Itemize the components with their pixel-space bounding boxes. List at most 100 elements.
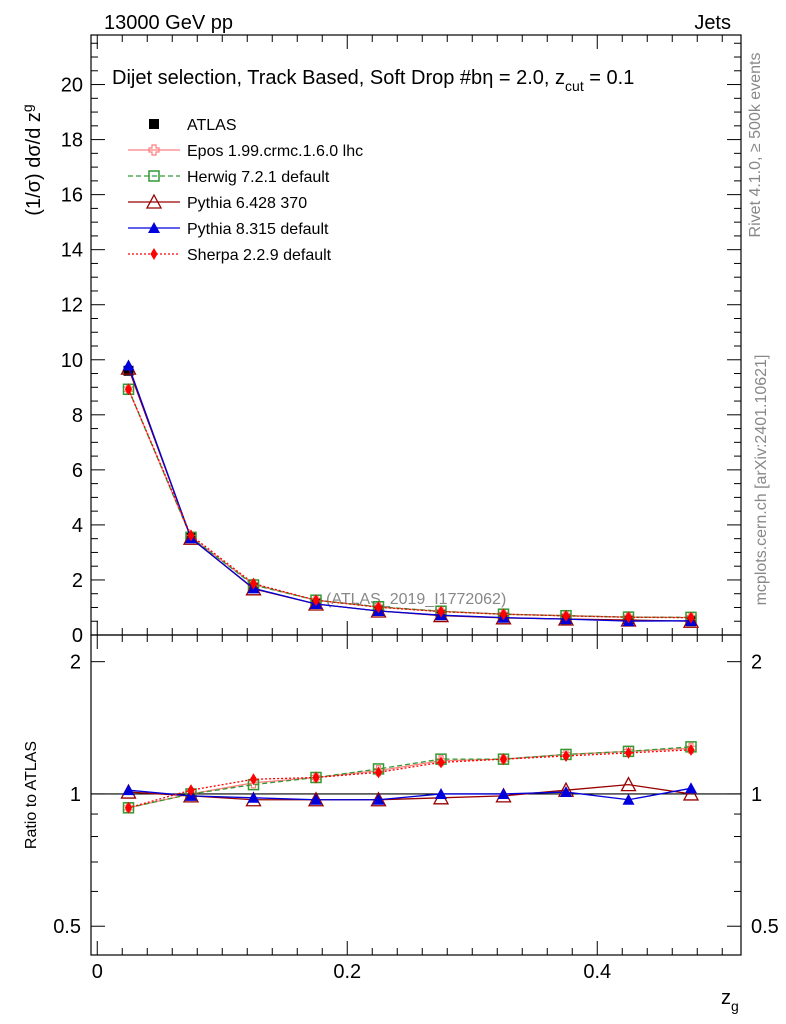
jets-label: Jets <box>694 12 731 34</box>
series-point-pythia-2 <box>245 580 262 596</box>
plot-title-sub: cut <box>565 78 584 94</box>
series-line-sherpa-4 <box>127 389 692 619</box>
y-tick-label: 18 <box>61 130 83 152</box>
ratio-tick-label: 1 <box>70 784 81 806</box>
ratio-y-label: Ratio to ATLAS <box>23 741 40 849</box>
ratio-point-sherpa-4 <box>499 753 508 766</box>
ratio-line-pythia-3 <box>128 787 692 801</box>
series-point-pythia-2 <box>182 529 200 545</box>
ratio-point-sherpa-4 <box>187 784 195 797</box>
main-series-group <box>120 359 700 628</box>
legend-marker-2 <box>145 193 163 209</box>
series-point-sherpa-4 <box>374 601 383 614</box>
ratio-point-sherpa-4 <box>562 749 570 762</box>
series-line-pythia-3 <box>127 365 692 622</box>
ratio-point-pythia-3 <box>497 787 510 799</box>
ratio-y-label-text: Ratio to ATLAS <box>23 741 40 849</box>
y-axis-label: (1/σ) dσ/d zg <box>19 104 45 215</box>
x-axis-label-sub: g <box>731 998 739 1014</box>
rivet-label: Rivet 4.1.0, ≥ 500k events <box>747 53 764 238</box>
legend-marker-3 <box>148 222 160 233</box>
ratio-point-sherpa-4 <box>687 743 695 756</box>
legend: ATLAS Epos 1.99.crmc.1.6.0 lhc Herwig 7.2.… <box>128 117 363 264</box>
legend-label-atlas: ATLAS <box>187 117 237 134</box>
ratio-series-group <box>120 741 700 814</box>
series-point-sherpa-4 <box>562 609 570 622</box>
mcplots-label: mcplots.cern.ch [arXiv:2401.10621] <box>753 355 770 606</box>
ratio-point-sherpa-4 <box>374 766 383 779</box>
plot-title-main: Dijet selection, Track Based, Soft Drop … <box>112 67 482 89</box>
plot-title-eta: η = 2.0, z <box>482 67 565 89</box>
series-point-sherpa-4 <box>124 383 133 396</box>
ratio-point-sherpa-4 <box>437 756 445 769</box>
legend-label-0: Epos 1.99.crmc.1.6.0 lhc <box>187 143 363 160</box>
series-line-epos-0 <box>127 389 692 619</box>
legend-marker-1 <box>148 170 160 182</box>
legend-marker-4 <box>150 248 158 260</box>
plot-title-end: = 0.1 <box>584 67 635 89</box>
ratio-point-pythia-3 <box>310 793 322 805</box>
plot-title: Dijet selection, Track Based, Soft Drop … <box>112 67 634 94</box>
series-point-sherpa-4 <box>249 577 258 590</box>
atlas-data-point <box>123 365 134 376</box>
y-tick-label: 14 <box>61 240 83 262</box>
y-tick-label: 10 <box>61 350 83 372</box>
ratio-point-sherpa-4 <box>249 773 258 786</box>
y-tick-label: 8 <box>72 405 83 427</box>
y-tick-label: 16 <box>61 185 83 207</box>
legend-marker-atlas <box>149 119 159 129</box>
ratio-tick-label-right: 2 <box>751 652 762 674</box>
ratio-point-pythia-3 <box>247 791 260 803</box>
plot-area <box>120 359 700 814</box>
series-point-sherpa-4 <box>312 594 320 607</box>
ratio-line-pythia-2 <box>128 783 692 801</box>
ratio-point-pythia-3 <box>622 793 635 805</box>
analysis-label: (ATLAS_2019_I1772062) <box>326 591 506 608</box>
y-axis-label-main: (1/σ) dσ/d z <box>23 112 45 216</box>
series-point-sherpa-4 <box>624 611 633 624</box>
ratio-tick-label-right: 1 <box>751 784 762 806</box>
ratio-plot-frame <box>90 634 742 956</box>
y-tick-label: 0 <box>72 625 83 647</box>
x-axis-label-main: z <box>721 987 731 1009</box>
legend-label-3: Pythia 8.315 default <box>187 221 329 238</box>
series-line-pythia-2 <box>127 367 692 622</box>
mcplots-label-text: mcplots.cern.ch [arXiv:2401.10621] <box>753 355 770 606</box>
series-line-herwig-1 <box>127 389 692 619</box>
svg-text:(1/σ) dσ/d zg: (1/σ) dσ/d zg <box>19 104 45 215</box>
x-tick-label: 0.4 <box>583 961 611 983</box>
y-tick-label: 6 <box>72 460 83 482</box>
ratio-point-pythia-3 <box>685 782 697 794</box>
series-point-pythia-3 <box>122 359 135 371</box>
x-tick-label: 0.2 <box>333 961 361 983</box>
legend-marker-0 <box>148 144 160 156</box>
ratio-point-sherpa-4 <box>312 771 320 784</box>
y-axis-label-sub: g <box>19 104 35 112</box>
series-point-sherpa-4 <box>499 608 508 621</box>
ratio-line-herwig-1 <box>128 746 692 809</box>
ratio-point-pythia-3 <box>435 787 447 799</box>
ratio-point-pythia-3 <box>372 793 385 805</box>
y-tick-label: 20 <box>61 75 83 97</box>
series-point-sherpa-4 <box>437 605 445 618</box>
ratio-point-sherpa-4 <box>124 801 133 814</box>
ratio-point-pythia-2 <box>620 776 637 792</box>
y-tick-label: 12 <box>61 295 83 317</box>
ratio-line-sherpa-4 <box>128 749 692 809</box>
legend-label-2: Pythia 6.428 370 <box>187 195 307 212</box>
legend-label-1: Herwig 7.2.1 default <box>187 169 330 186</box>
ratio-point-pythia-3 <box>122 784 135 796</box>
legend-label-4: Sherpa 2.2.9 default <box>187 247 332 264</box>
x-axis-label: zg <box>721 987 739 1014</box>
ratio-tick-label: 2 <box>70 652 81 674</box>
x-tick-label: 0 <box>92 961 103 983</box>
y-tick-label: 2 <box>72 570 83 592</box>
ratio-point-pythia-3 <box>560 786 572 798</box>
ratio-point-sherpa-4 <box>624 746 633 759</box>
rivet-label-text: Rivet 4.1.0, ≥ 500k events <box>747 53 764 238</box>
series-point-sherpa-4 <box>187 529 195 542</box>
ratio-tick-label: 0.5 <box>53 916 81 938</box>
y-tick-label: 4 <box>72 515 83 537</box>
